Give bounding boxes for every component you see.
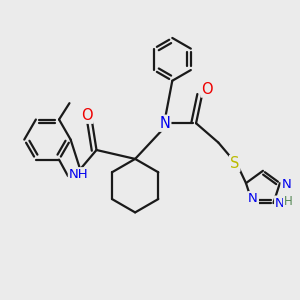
Text: NH: NH [69, 168, 88, 181]
Text: S: S [230, 156, 239, 171]
Text: N: N [275, 196, 285, 210]
Text: N: N [282, 178, 291, 191]
Text: N: N [248, 192, 258, 205]
Text: H: H [284, 195, 293, 208]
Text: O: O [81, 108, 92, 123]
Text: O: O [202, 82, 213, 97]
Text: N: N [159, 116, 170, 131]
